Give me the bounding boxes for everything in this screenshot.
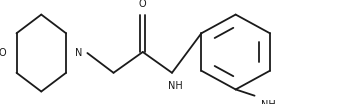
Text: NH: NH bbox=[168, 81, 183, 91]
Text: O: O bbox=[139, 0, 147, 9]
Text: O: O bbox=[0, 48, 7, 58]
Text: NH₂: NH₂ bbox=[261, 100, 280, 104]
Text: N: N bbox=[75, 48, 83, 58]
